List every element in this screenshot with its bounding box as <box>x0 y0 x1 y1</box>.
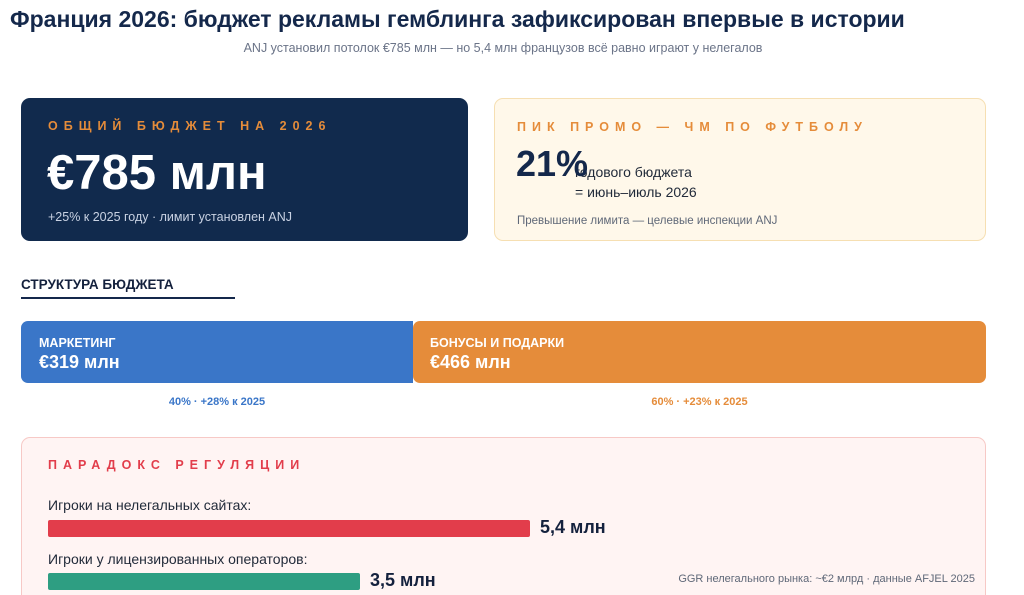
peak-promo-desc-line1: годового бюджета <box>575 164 692 180</box>
page-title: Франция 2026: бюджет рекламы гемблинга з… <box>10 6 905 32</box>
total-budget-card: ОБЩИЙ БЮДЖЕТ НА 2026 €785 млн +25% к 202… <box>21 98 468 241</box>
peak-promo-note: Превышение лимита — целевые инспекции AN… <box>517 215 778 227</box>
illegal-players-label: Игроки на нелегальных сайтах: <box>48 497 252 513</box>
illegal-players-value: 5,4 млн <box>540 517 606 537</box>
peak-promo-percent: 21% <box>516 143 589 184</box>
licensed-players-label: Игроки у лицензированных операторов: <box>48 551 308 567</box>
peak-promo-desc-line2: = июнь–июль 2026 <box>575 184 697 200</box>
regulation-paradox-card: ПАРАДОКС РЕГУЛЯЦИИ Игроки на нелегальных… <box>21 437 986 595</box>
marketing-segment-value: €319 млн <box>39 352 120 372</box>
bonus-segment-value: €466 млн <box>430 352 511 372</box>
peak-promo-card: ПИК ПРОМО — ЧМ ПО ФУТБОЛУ годового бюдже… <box>494 98 986 241</box>
marketing-segment-label: МАРКЕТИНГ <box>39 336 116 350</box>
illegal-players-bar <box>48 520 530 537</box>
paradox-label: ПАРАДОКС РЕГУЛЯЦИИ <box>48 458 306 472</box>
total-budget-value: €785 млн <box>47 146 267 200</box>
peak-promo-label: ПИК ПРОМО — ЧМ ПО ФУТБОЛУ <box>517 120 868 134</box>
marketing-segment-caption: 40% · +28% к 2025 <box>168 396 266 408</box>
bonus-segment-label: БОНУСЫ И ПОДАРКИ <box>430 336 565 350</box>
bonus-segment: БОНУСЫ И ПОДАРКИ €466 млн <box>413 321 986 383</box>
structure-section-title: СТРУКТУРА БЮДЖЕТА <box>21 277 174 292</box>
page-subtitle: ANJ установил потолок €785 млн — но 5,4 … <box>243 41 763 55</box>
licensed-players-bar <box>48 573 360 590</box>
bonus-segment-caption: 60% · +23% к 2025 <box>651 396 748 408</box>
paradox-footnote: GGR нелегального рынка: ~€2 млрд · данны… <box>678 573 975 585</box>
licensed-players-value: 3,5 млн <box>370 570 436 590</box>
marketing-segment: МАРКЕТИНГ €319 млн <box>21 321 413 383</box>
total-budget-note: +25% к 2025 году · лимит установлен ANJ <box>48 210 293 224</box>
total-budget-label: ОБЩИЙ БЮДЖЕТ НА 2026 <box>48 119 332 133</box>
structure-section-divider <box>21 297 235 299</box>
